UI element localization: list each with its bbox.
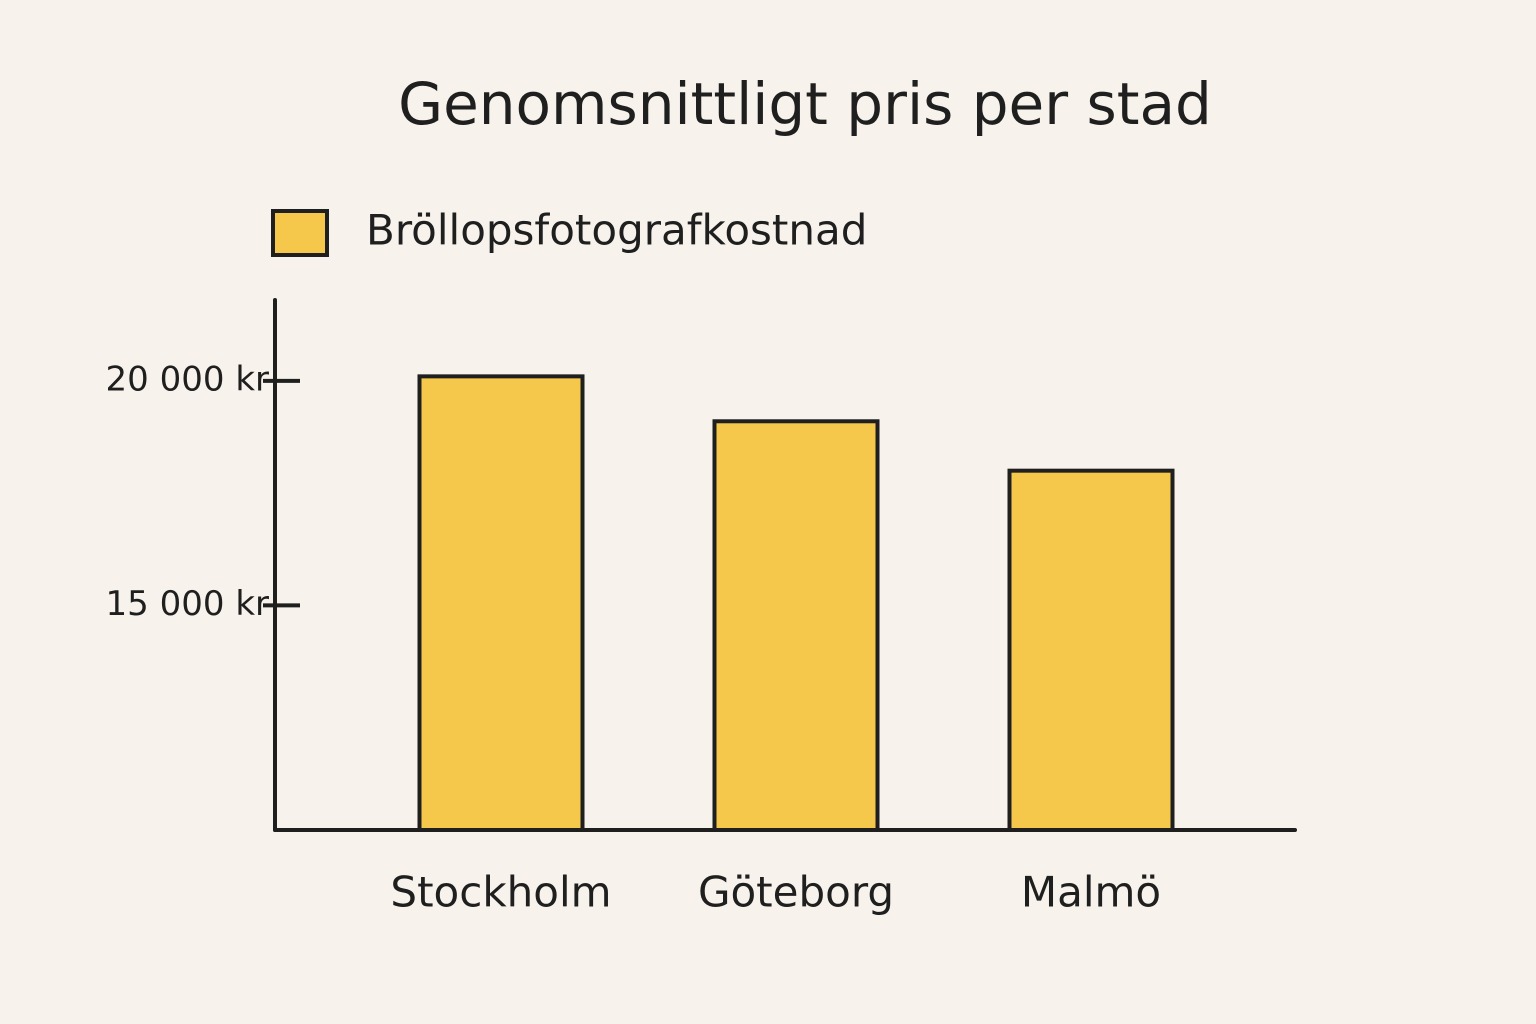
y-tick-label: 20 000 kr [106,359,269,399]
y-tick-label: 15 000 kr [106,584,269,624]
x-tick-label: Malmö [1021,868,1161,917]
x-tick-label: Göteborg [698,868,894,917]
chart-title: Genomsnittligt pris per stad [398,70,1212,138]
bar [712,419,880,832]
x-tick-label: Stockholm [390,868,611,917]
legend-label: Bröllopsfotografkostnad [366,206,867,255]
bar [417,374,585,832]
bar [1007,468,1175,832]
legend-swatch [271,209,329,257]
